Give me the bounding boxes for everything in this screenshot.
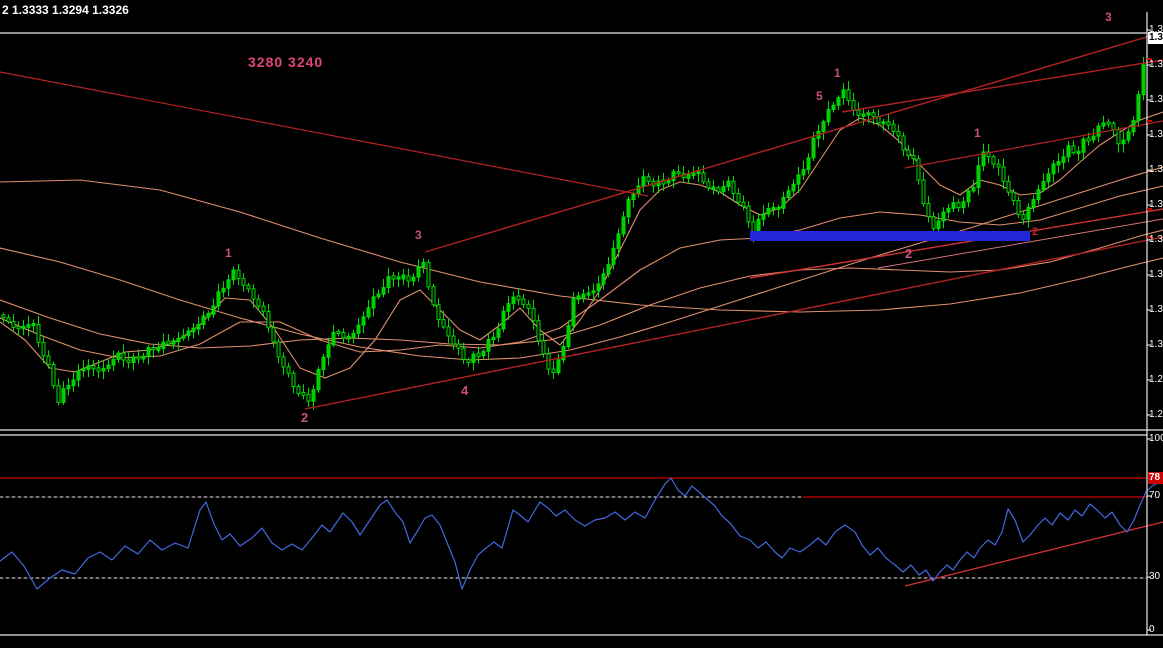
wave-label[interactable]: 2 xyxy=(1032,226,1039,238)
rsi-scale-label: 100 xyxy=(1149,433,1163,444)
price-axis-label: 1.3 xyxy=(1149,24,1163,35)
support-bar[interactable] xyxy=(750,231,1030,241)
rsi-indicator xyxy=(0,477,1163,590)
price-axis-label: 1.3 xyxy=(1149,59,1163,70)
ohlc-title: 2 1.3333 1.3294 1.3326 xyxy=(2,3,129,17)
rsi-scale-label: 30 xyxy=(1149,571,1161,582)
trendline-objects[interactable] xyxy=(0,32,1163,410)
rsi-scale-label: 0 xyxy=(1149,624,1155,635)
wave-label[interactable]: 1 xyxy=(974,126,981,140)
wave-label[interactable]: 3 xyxy=(1105,10,1112,24)
wave-label[interactable]: 3 xyxy=(415,228,422,242)
wave-label[interactable]: 2 xyxy=(905,246,913,261)
price-axis-label: 1.3 xyxy=(1149,94,1163,105)
panel-borders xyxy=(0,12,1163,636)
rsi-scale-label: 70 xyxy=(1149,490,1161,501)
wave-label[interactable]: 5 xyxy=(816,89,823,103)
price-axis-label: 1.3 xyxy=(1149,129,1163,140)
moving-average-lines xyxy=(0,111,1163,379)
rsi-value-tag: 78 xyxy=(1148,472,1163,484)
price-axis-label: 1.2 xyxy=(1149,374,1163,385)
wave-label[interactable]: 2 xyxy=(301,410,309,425)
price-axis-label: 1.2 xyxy=(1149,409,1163,420)
candles-group xyxy=(1,56,1146,410)
current-price-tag: 1.3 xyxy=(1148,32,1163,44)
wave-label[interactable]: 1 xyxy=(834,66,841,80)
price-axis-label: 1.3 xyxy=(1149,269,1163,280)
price-axis-label: 1.3 xyxy=(1149,164,1163,175)
price-axis-label: 1.3 xyxy=(1149,339,1163,350)
price-axis-label: 1.3 xyxy=(1149,304,1163,315)
rsi-trendline[interactable] xyxy=(904,521,1163,587)
wave-label[interactable]: 1 xyxy=(225,246,232,260)
price-axis-label: 1.3 xyxy=(1149,199,1163,210)
wave-label[interactable]: 4 xyxy=(461,383,469,398)
price-axis-label: 1.3 xyxy=(1149,234,1163,245)
price-annotation[interactable]: 3280 3240 xyxy=(248,54,324,70)
